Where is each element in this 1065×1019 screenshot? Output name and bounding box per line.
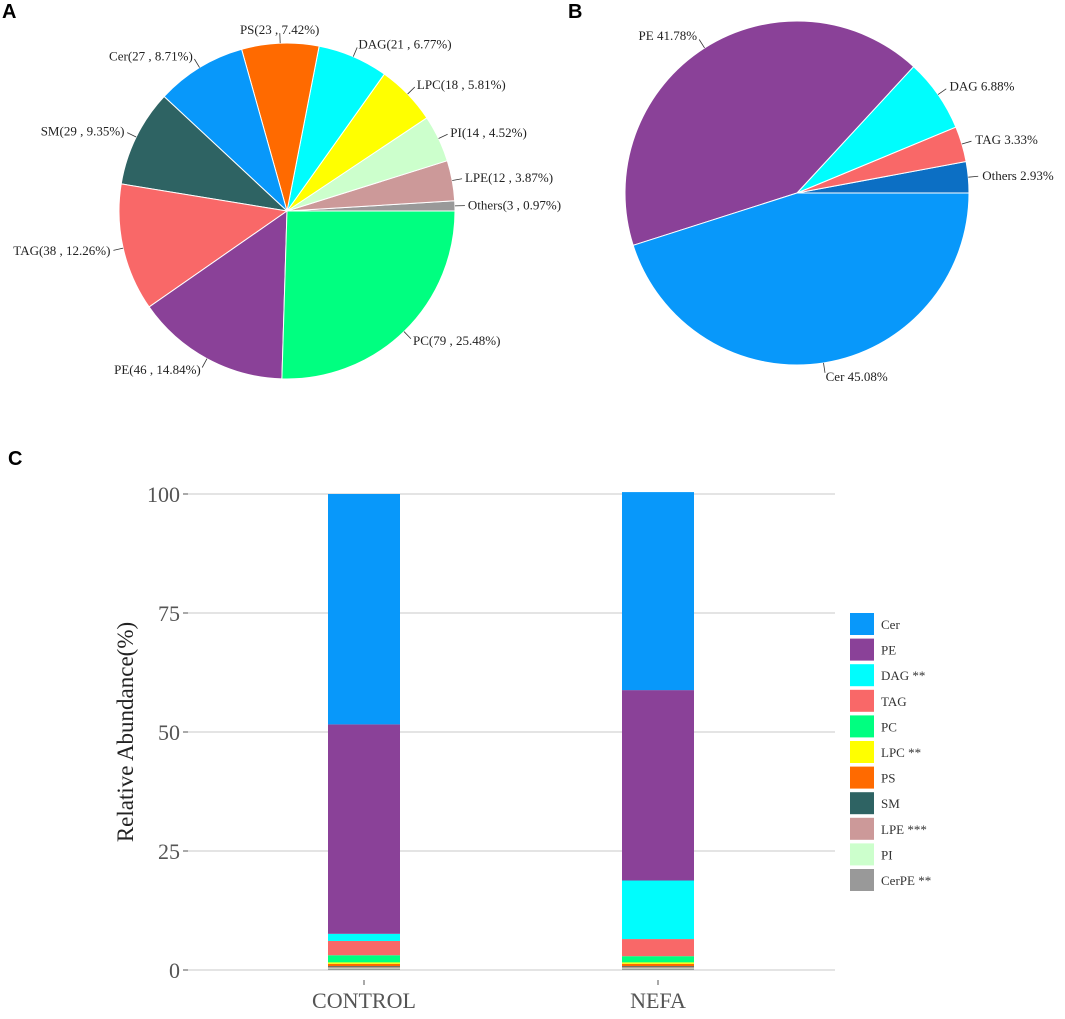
pie-chart-a: Others(3 , 0.97%) LPE(12 , 3.87%) PI(14 , … (13, 22, 561, 380)
bars (328, 492, 694, 970)
bar-nefa-dag (622, 880, 694, 940)
pie-slice-cer (163, 48, 288, 213)
legend-label-sm: SM (881, 796, 900, 811)
pie-label-pi: PI(14 , 4.52%) (450, 125, 527, 140)
pie-label-cer: Cer 45.08% (826, 369, 888, 384)
legend-label-lpc: LPC ** (881, 745, 921, 760)
legend-swatch-lpc (850, 741, 874, 763)
legend-label-pi: PI (881, 847, 893, 862)
bar-control-cer (328, 494, 400, 725)
legend-swatch-lpe (850, 817, 874, 840)
legend-label-tag: TAG (881, 694, 907, 709)
pie-leader-tag (961, 140, 972, 145)
pie-leader-pc (403, 331, 412, 340)
pie-label-sm: SM(29 , 9.35%) (41, 123, 125, 138)
bar-control-dag (328, 933, 400, 941)
pie-leader-dag (937, 88, 947, 95)
y-tick-label-75: 75 (158, 601, 180, 626)
x-tick-labels: CONTROL NEFA (312, 980, 686, 1013)
gridlines (188, 493, 835, 971)
y-tick-label-100: 100 (147, 482, 180, 507)
pie-leader-pe (698, 39, 705, 49)
legend-label-pe: PE (881, 643, 896, 658)
bar-nefa-lpe (622, 967, 694, 969)
pie-leader-sm (127, 132, 137, 138)
pie-slice-cer (632, 192, 970, 366)
bar-control-cerpe (328, 968, 400, 970)
pie-slice-pc (281, 210, 456, 380)
legend-label-ps: PS (881, 771, 895, 786)
stacked-bar-chart: 0 25 50 75 100 CONTROL NEFA Relative Abundanc… (113, 482, 931, 1013)
legend-swatch-sm (850, 792, 874, 815)
pie-label-ps: PS(23 , 7.42%) (240, 22, 319, 37)
legend-swatch-cerpe (850, 869, 874, 891)
bar-control-pc (328, 955, 400, 963)
bar-nefa-cerpe (622, 968, 694, 970)
legend-label-dag: DAG ** (881, 668, 925, 683)
pie-label-dag: DAG 6.88% (950, 79, 1015, 94)
panel-letter-b: B (568, 1, 582, 23)
legend-swatch-pc (850, 715, 874, 738)
pie-label-tag: TAG 3.33% (975, 132, 1038, 147)
legend-swatch-ps (850, 766, 874, 789)
bar-control-sm (328, 966, 400, 968)
bar-nefa-tag (622, 939, 694, 957)
legend-swatch-pe (850, 638, 874, 661)
legend-swatch-pi (850, 843, 874, 866)
bar-control-ps (328, 963, 400, 967)
y-tick-labels: 0 25 50 75 100 (147, 482, 188, 983)
legend-label-cer: Cer (881, 617, 900, 632)
panel-letter-a: A (2, 1, 16, 23)
legend-label-lpe: LPE *** (881, 822, 927, 837)
pie-label-pe: PE(46 , 14.84%) (114, 362, 201, 377)
pie-label-dag: DAG(21 , 6.77%) (358, 37, 451, 52)
panel-letter-c: C (8, 448, 22, 470)
legend-label-cerpe: CerPE ** (881, 873, 931, 888)
pie-leader-lpc (407, 86, 416, 95)
legend-swatch-dag (850, 664, 874, 687)
y-tick-label-0: 0 (169, 958, 180, 983)
legend-swatch-cer (850, 613, 874, 635)
bar-control-pe (328, 724, 400, 934)
pie-leader-cer (194, 58, 200, 68)
pie-label-pe: PE 41.78% (639, 28, 698, 43)
pie-leader-dag (352, 47, 358, 57)
legend-swatch-tag (850, 689, 874, 712)
x-tick-label-control: CONTROL (312, 988, 416, 1013)
pie-label-tag: TAG(38 , 12.26%) (13, 243, 110, 258)
bar-control-lpe (328, 967, 400, 969)
pie-label-pc: PC(79 , 25.48%) (413, 333, 500, 348)
pie-label-lpc: LPC(18 , 5.81%) (417, 77, 506, 92)
legend: Cer PE DAG ** TAG PC LPC ** PS SM LPE *** PI CerPE… (850, 613, 931, 891)
bar-control-tag (328, 940, 400, 956)
bar-nefa-pc (622, 956, 694, 963)
pie-leader-cer (823, 362, 826, 373)
pie-chart-b: Others 2.93% TAG 3.33% DAG 6.88% PE 41.78% C… (624, 20, 1054, 384)
bar-control-lpc (328, 962, 400, 964)
bar-nefa-cer (622, 492, 694, 691)
bar-nefa-pe (622, 690, 694, 881)
pie-slice-pe (148, 210, 288, 380)
pie-label-lpe: LPE(12 , 3.87%) (465, 170, 553, 185)
bar-nefa-sm (622, 966, 694, 968)
pie-label-others: Others 2.93% (982, 168, 1054, 183)
pie-leader-others (968, 175, 979, 178)
legend-label-pc: PC (881, 719, 897, 734)
y-tick-label-25: 25 (158, 839, 180, 864)
pie-leader-lpe (452, 178, 463, 181)
pie-slice-pe (624, 20, 915, 246)
x-tick-label-nefa: NEFA (630, 988, 686, 1013)
pie-leader-pe (201, 358, 208, 368)
y-tick-label-50: 50 (158, 720, 180, 745)
bar-nefa-ps (622, 963, 694, 967)
bar-nefa-lpc (622, 962, 694, 964)
y-axis-title: Relative Abundance(%) (113, 622, 138, 842)
pie-label-others: Others(3 , 0.97%) (468, 197, 561, 212)
pie-leader-pi (438, 133, 448, 139)
pie-leader-tag (113, 247, 124, 251)
pie-label-cer: Cer(27 , 8.71%) (109, 48, 193, 63)
